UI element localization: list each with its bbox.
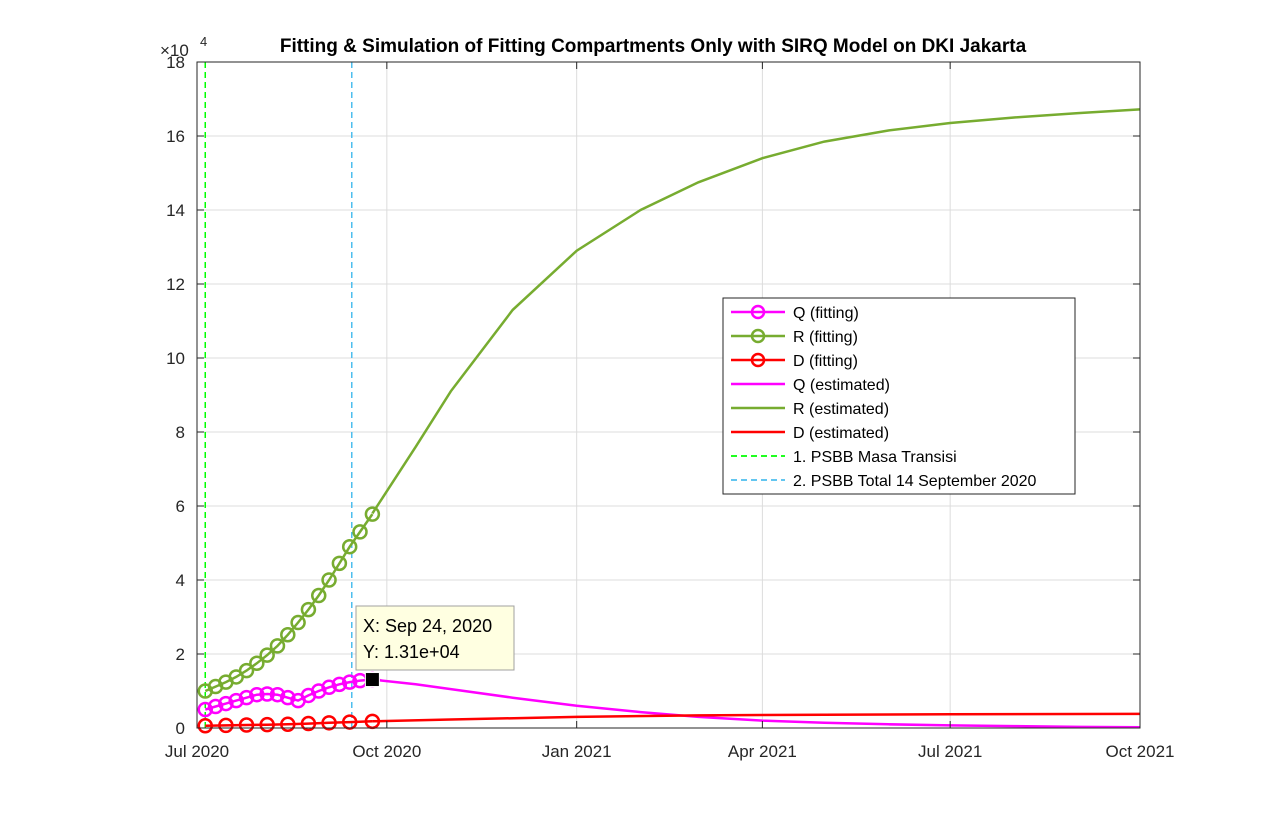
data-point — [197, 701, 214, 718]
y-tick-label: 14 — [166, 201, 185, 220]
data-point — [269, 638, 286, 654]
series-d-estimated — [372, 712, 1141, 723]
x-tick-label: Jan 2021 — [542, 742, 612, 761]
x-tick-label: Oct 2020 — [352, 742, 421, 761]
chart-title: Fitting & Simulation of Fitting Compartm… — [280, 36, 1027, 57]
y-exponent-power: 4 — [200, 34, 207, 49]
data-point — [341, 714, 358, 730]
data-point — [341, 538, 358, 555]
legend-label: R (estimated) — [793, 401, 889, 418]
legend-box — [722, 297, 1076, 495]
data-point — [280, 716, 296, 733]
data-point — [238, 662, 255, 679]
data-point — [259, 647, 275, 663]
data-point — [310, 587, 327, 604]
series-r-fitting — [197, 506, 381, 699]
x-tick-label: Jul 2021 — [918, 742, 982, 761]
legend-label: 2. PSBB Total 14 September 2020 — [793, 473, 1037, 490]
y-tick-label: 4 — [176, 571, 185, 590]
legend-label: Q (estimated) — [793, 377, 890, 394]
data-point — [207, 698, 224, 715]
legend-marker — [750, 352, 766, 368]
data-tip-box — [355, 605, 515, 671]
psbb-vertical-lines — [204, 62, 353, 728]
data-point — [238, 689, 255, 706]
axes-box — [196, 61, 1141, 729]
data-point — [218, 717, 234, 734]
legend-entry-r-fitting[interactable]: R (fitting) — [731, 328, 858, 346]
x-tick-label: Oct 2021 — [1106, 742, 1175, 761]
data-point — [280, 627, 296, 643]
data-point — [249, 686, 265, 703]
data-point — [249, 655, 265, 671]
data-point — [300, 715, 317, 732]
data-point — [331, 555, 348, 572]
y-tick-label: 10 — [166, 349, 185, 368]
data-tip-x: X: Sep 24, 2020 — [363, 616, 492, 636]
y-tick-label: 12 — [166, 275, 185, 294]
data-point — [280, 689, 296, 706]
data-point — [321, 572, 337, 588]
y-tick-label: 2 — [176, 645, 185, 664]
legend-entry-2-psbb-total-14-september-2020[interactable]: 2. PSBB Total 14 September 2020 — [731, 473, 1037, 490]
legend[interactable]: Q (fitting) R (fitting) D (fitting) Q (esti… — [722, 297, 1076, 495]
series-line-q-estimated — [372, 678, 1141, 729]
series-line-r-estimated — [371, 108, 1141, 515]
y-tick-label: 6 — [176, 497, 185, 516]
legend-label: D (fitting) — [793, 353, 858, 370]
data-point — [197, 718, 214, 734]
data-tip-y: Y: 1.31e+04 — [363, 642, 460, 662]
axes — [196, 61, 1141, 729]
y-exponent-label: ×10 4 — [160, 34, 207, 60]
data-point — [238, 717, 255, 733]
legend-entry-q-estimated[interactable]: Q (estimated) — [731, 377, 890, 394]
legend-entry-r-estimated[interactable]: R (estimated) — [731, 401, 889, 418]
legend-marker — [750, 328, 766, 344]
data-point — [331, 676, 348, 693]
legend-entry-q-fitting[interactable]: Q (fitting) — [731, 304, 859, 322]
series-r-estimated — [371, 108, 1141, 515]
data-tip-marker[interactable] — [364, 672, 380, 688]
legend-entry-1-psbb-masa-transisi[interactable]: 1. PSBB Masa Transisi — [731, 449, 957, 466]
data-point — [218, 695, 234, 712]
data-point — [352, 524, 368, 540]
data-point — [321, 715, 337, 731]
data-point — [300, 601, 317, 618]
tick-labels: Jul 2020 Oct 2020 Jan 2021 Apr 2021 Jul 2021… — [165, 53, 1175, 761]
data-point — [228, 692, 244, 709]
y-exponent-base: ×10 — [160, 41, 189, 60]
series-line-d-estimated — [372, 712, 1141, 723]
data-point — [321, 679, 337, 696]
data-point — [341, 674, 358, 690]
x-tick-label: Apr 2021 — [728, 742, 797, 761]
y-tick-label: 0 — [176, 719, 185, 738]
data-point — [259, 686, 275, 702]
legend-entry-d-fitting[interactable]: D (fitting) — [731, 352, 858, 370]
data-tip[interactable]: X: Sep 24, 2020 Y: 1.31e+04 — [355, 605, 515, 688]
data-point — [259, 716, 275, 733]
y-tick-label: 16 — [166, 127, 185, 146]
data-point — [290, 614, 306, 631]
legend-marker — [750, 304, 766, 320]
y-tick-label: 8 — [176, 423, 185, 442]
y-tick-label: 18 — [166, 53, 185, 72]
data-point — [269, 686, 286, 703]
legend-label: 1. PSBB Masa Transisi — [793, 449, 957, 466]
series-d-fitting — [197, 713, 381, 734]
legend-label: R (fitting) — [793, 329, 858, 346]
legend-label: D (estimated) — [793, 425, 889, 442]
legend-label: Q (fitting) — [793, 305, 859, 322]
series-q-estimated — [372, 678, 1141, 729]
x-tick-label: Jul 2020 — [165, 742, 229, 761]
legend-entry-d-estimated[interactable]: D (estimated) — [731, 425, 889, 442]
series-layer — [197, 108, 1141, 734]
data-point — [364, 506, 381, 522]
